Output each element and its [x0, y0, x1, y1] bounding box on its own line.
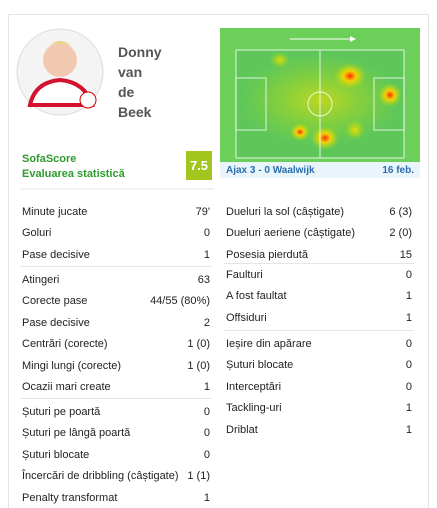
stat-row: Driblat 1 — [226, 420, 412, 440]
stat-label: Mingi lungi (corecte) — [22, 359, 122, 372]
stat-row: Tackling-uri 1 — [226, 398, 412, 418]
stat-value: 1 — [405, 423, 412, 436]
stat-value: 0 — [203, 227, 210, 240]
divider — [224, 330, 414, 331]
stat-value: 1 (1) — [187, 470, 210, 483]
stat-label: Faulturi — [226, 269, 263, 281]
card — [8, 14, 429, 508]
stat-label: Dueluri aeriene (câștigate) — [226, 227, 356, 240]
divider — [20, 398, 212, 399]
stat-value: 15 — [399, 248, 412, 261]
stat-label: Încercări de dribbling (câștigate) — [22, 470, 179, 483]
header-graphics — [16, 28, 420, 190]
stat-row: Pase decisive 1 — [22, 245, 210, 265]
stat-row: Offsiduri 1 — [226, 308, 412, 328]
stat-value: 1 — [203, 248, 210, 261]
stat-label: Ieșire din apărare — [226, 338, 312, 350]
stat-row: Goluri 0 — [22, 223, 210, 243]
stat-label: Corecte pase — [22, 295, 88, 308]
stat-label: Șuturi blocate — [22, 448, 90, 461]
stat-value: 0 — [405, 269, 412, 281]
stat-value: 1 — [405, 402, 412, 415]
player-name: Beek — [118, 104, 152, 120]
stat-row: Șuturi pe poartă 0 — [22, 402, 210, 422]
stat-value: 0 — [405, 359, 412, 372]
stat-value: 0 — [405, 338, 412, 350]
stat-label: A fost faultat — [226, 290, 287, 303]
stat-row: Interceptări 0 — [226, 377, 412, 397]
stat-value: 1 (0) — [187, 359, 210, 372]
stat-label: Pase decisive — [22, 248, 90, 261]
stat-row: Corecte pase 44/55 (80%) — [22, 291, 210, 311]
stat-row: Pase decisive 2 — [22, 313, 210, 333]
stat-value: 0 — [203, 427, 210, 440]
stat-value: 6 (3) — [389, 206, 412, 218]
stat-row: Faulturi 0 — [226, 265, 412, 285]
stat-label: Șuturi blocate — [226, 359, 294, 372]
stat-row: Penalty transformat 1 — [22, 488, 210, 508]
stat-value: 1 — [405, 311, 412, 324]
stat-row: Mingi lungi (corecte) 1 (0) — [22, 356, 210, 376]
stat-row: Centrări (corecte) 1 (0) — [22, 334, 210, 354]
stat-row: Ocazii mari create 1 — [22, 377, 210, 397]
stat-label: Goluri — [22, 227, 52, 240]
brand-caption: Evaluarea statistică — [22, 168, 125, 180]
stat-label: Ocazii mari create — [22, 381, 111, 393]
stat-row: Dueluri la sol (câștigate) 6 (3) — [226, 202, 412, 222]
stat-row: Șuturi blocate 0 — [22, 445, 210, 465]
divider — [20, 266, 212, 267]
stat-label: Atingeri — [22, 274, 60, 286]
stat-label: Penalty transformat — [22, 491, 118, 504]
stat-value: 1 — [405, 290, 412, 303]
stat-value: 0 — [203, 448, 210, 461]
match-date: 16 feb. — [382, 165, 414, 176]
stat-label: Șuturi pe poartă — [22, 406, 101, 418]
stat-row: A fost faultat 1 — [226, 286, 412, 306]
stat-value: 2 (0) — [389, 227, 412, 240]
rating: 7.5 — [186, 151, 212, 180]
avatar-hair — [44, 41, 77, 52]
stat-row: Posesia pierdută 15 — [226, 245, 412, 265]
match-score: Ajax 3 - 0 Waalwijk — [226, 165, 315, 176]
stat-row: Dueluri aeriene (câștigate) 2 (0) — [226, 223, 412, 243]
stat-label: Centrări (corecte) — [22, 338, 108, 351]
stat-row: Atingeri 63 — [22, 270, 210, 290]
stat-row: Șuturi blocate 0 — [226, 355, 412, 375]
stat-label: Tackling-uri — [226, 402, 282, 415]
stat-value: 79' — [195, 206, 210, 218]
stat-value: 0 — [203, 406, 210, 418]
stat-label: Șuturi pe lângă poartă — [22, 427, 131, 440]
stat-row: Șuturi pe lângă poartă 0 — [22, 423, 210, 443]
divider — [224, 263, 414, 264]
stat-label: Offsiduri — [226, 311, 267, 324]
stat-label: Driblat — [226, 423, 258, 436]
stat-value: 44/55 (80%) — [150, 295, 210, 308]
stat-label: Pase decisive — [22, 316, 90, 329]
player-name: Donny — [118, 44, 162, 60]
stat-label: Interceptări — [226, 380, 282, 393]
stat-label: Minute jucate — [22, 206, 88, 218]
stat-label: Dueluri la sol (câștigate) — [226, 206, 344, 218]
stat-value: 1 — [203, 381, 210, 393]
stat-value: 1 — [203, 491, 210, 504]
heatmap — [220, 28, 420, 178]
club-logo — [79, 91, 97, 109]
stat-row: Încercări de dribbling (câștigate) 1 (1) — [22, 466, 210, 486]
stat-value: 2 — [203, 316, 210, 329]
stat-value: 0 — [405, 380, 412, 393]
stat-row: Minute jucate 79' — [22, 202, 210, 222]
stat-row: Ieșire din apărare 0 — [226, 334, 412, 354]
player-name: de — [118, 84, 135, 100]
player-name: van — [118, 64, 143, 80]
stat-value: 1 (0) — [187, 338, 210, 351]
stat-label: Posesia pierdută — [226, 248, 308, 261]
stat-value: 63 — [197, 274, 210, 286]
brand-name: SofaScore — [22, 153, 77, 165]
avatar-face — [43, 43, 77, 77]
